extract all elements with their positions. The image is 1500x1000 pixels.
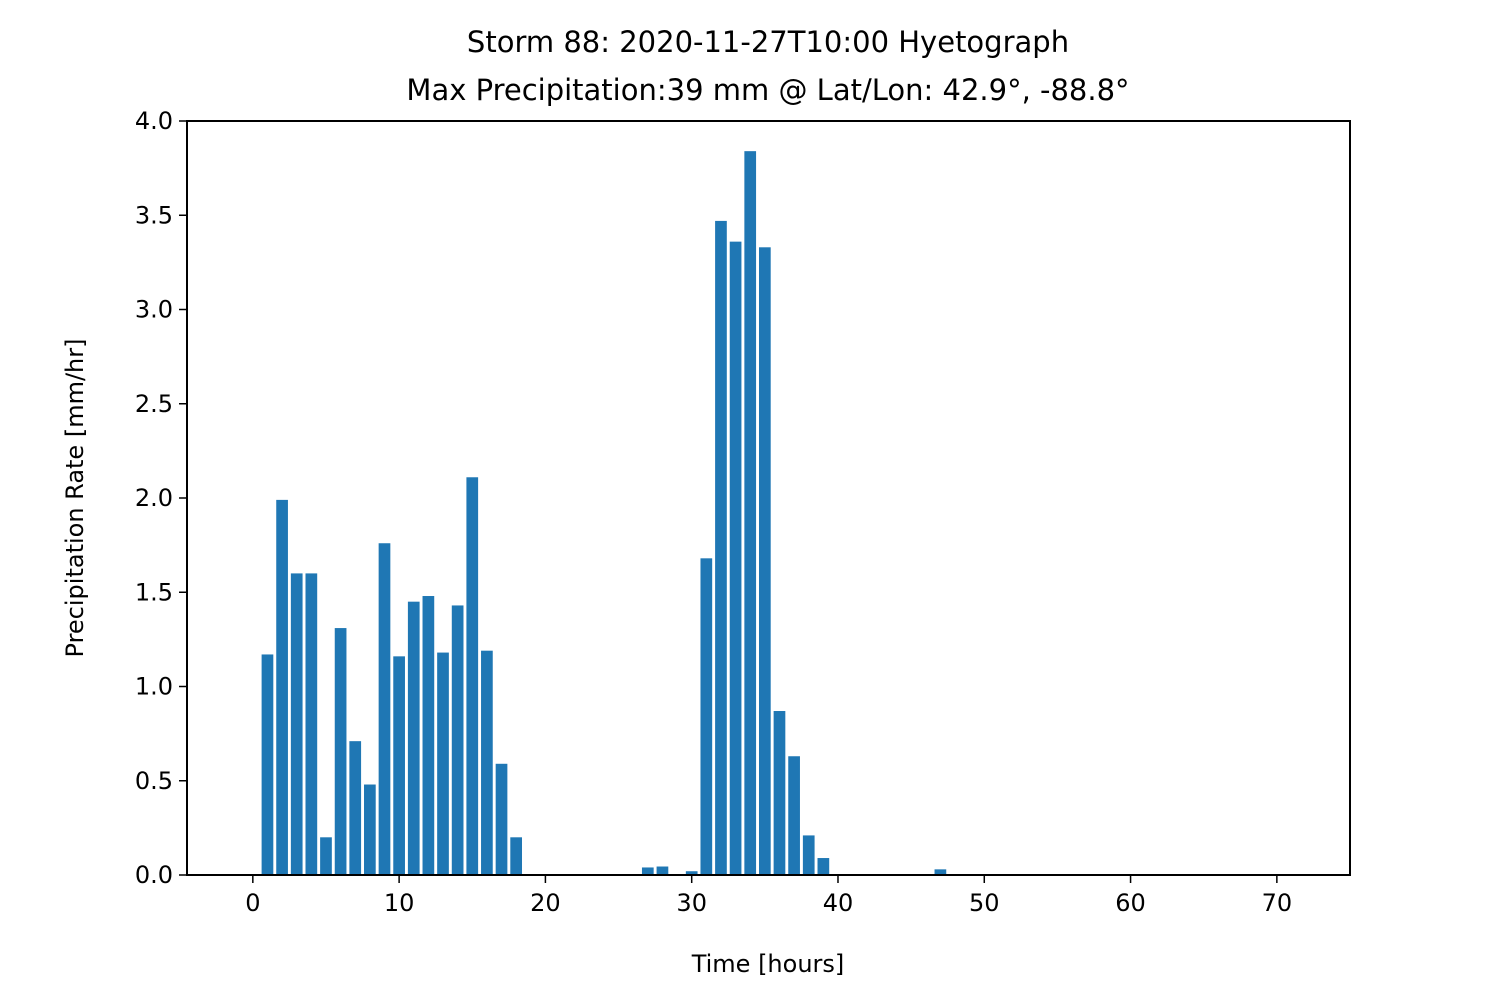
bar-hour-34 [744,151,757,875]
bar-hour-37 [788,756,800,875]
x-axis-label: Time [hours] [691,950,845,978]
bar-hour-14 [451,605,464,875]
bar-hour-4 [305,573,318,875]
x-tick-label-20: 20 [530,889,561,917]
bar-hour-15 [466,477,479,875]
bar-hour-6 [334,628,347,875]
bar-hour-33 [729,241,742,875]
bar-hour-1 [261,654,274,875]
y-tick-label-2.0: 2.0 [135,484,173,512]
x-tick-label-60: 60 [1115,889,1146,917]
x-tick-label-70: 70 [1262,889,1293,917]
bar-hour-28 [656,866,669,875]
y-axis-label: Precipitation Rate [mm/hr] [61,339,89,658]
ticks-group: 0 10 20 30 40 50 60 70 0.0 0.5 1.0 1.5 2.0 2.5 3.0 3.5 4… [135,107,1292,917]
bar-hour-31 [700,558,713,875]
bar-hour-11 [407,601,420,875]
bar-hour-32 [715,220,727,875]
y-tick-label-0.5: 0.5 [135,767,173,795]
y-tick-label-3.0: 3.0 [135,296,173,324]
bar-hour-16 [481,650,493,875]
bar-hour-18 [510,837,523,875]
bar-hour-2 [276,499,288,875]
bar-hour-39 [817,858,830,875]
bar-hour-7 [349,741,362,875]
bar-hour-38 [802,835,815,875]
plot-frame [186,120,1351,876]
y-tick-label-3.5: 3.5 [135,201,173,229]
bar-hour-35 [758,247,771,876]
x-tick-label-50: 50 [969,889,1000,917]
bar-hour-9 [378,543,391,875]
bar-hour-5 [320,837,332,875]
bar-hour-8 [364,784,376,875]
y-tick-label-0.0: 0.0 [135,861,173,889]
x-tick-label-40: 40 [823,889,854,917]
bar-hour-10 [393,656,405,875]
bar-hour-30 [685,871,698,875]
bar-hour-12 [422,596,435,875]
x-tick-label-0: 0 [245,889,260,917]
x-tick-label-30: 30 [676,889,707,917]
bar-hour-36 [773,711,786,875]
bar-hour-27 [641,867,654,875]
bar-hour-13 [437,652,449,875]
bar-hour-47 [934,869,947,875]
y-tick-label-2.5: 2.5 [135,390,173,418]
x-tick-label-10: 10 [384,889,415,917]
chart-title-line1: Storm 88: 2020-11-27T10:00 Hyetograph [467,25,1069,59]
y-tick-label-4.0: 4.0 [135,107,173,135]
y-tick-label-1.5: 1.5 [135,578,173,606]
chart-title-line2: Max Precipitation:39 mm @ Lat/Lon: 42.9°… [406,73,1129,107]
bar-hour-3 [290,573,303,875]
y-tick-label-1.0: 1.0 [135,673,173,701]
bar-hour-17 [495,763,508,875]
bars-group [261,151,947,876]
